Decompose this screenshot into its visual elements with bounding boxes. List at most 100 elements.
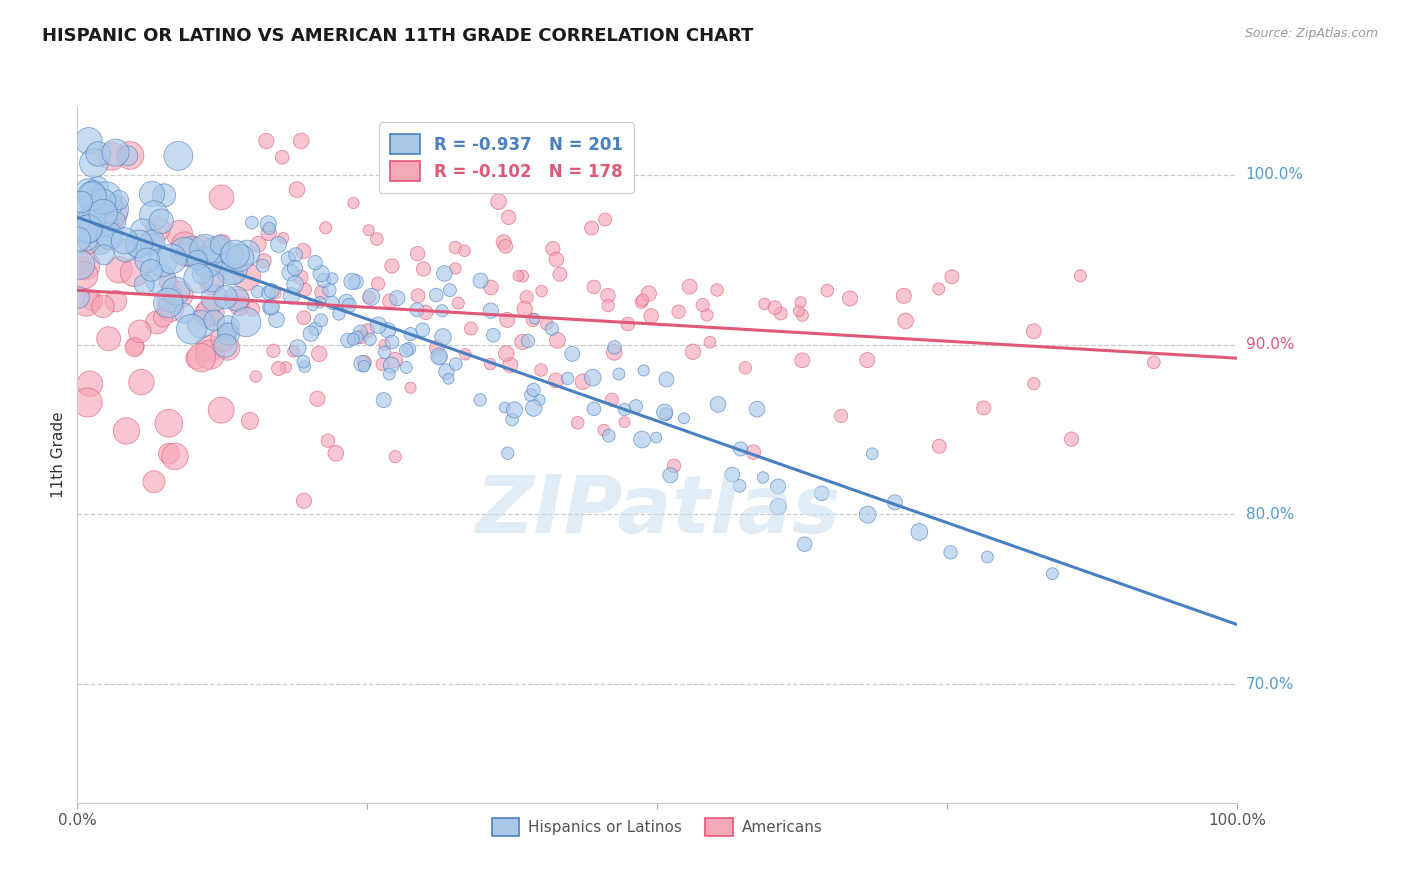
Point <box>631 293 654 308</box>
Point <box>598 428 620 442</box>
Point <box>103 202 125 217</box>
Point <box>224 247 246 261</box>
Point <box>406 289 429 303</box>
Point <box>357 291 380 305</box>
Point <box>378 294 401 309</box>
Point <box>353 359 375 374</box>
Point <box>359 332 381 346</box>
Text: ZIPatlas: ZIPatlas <box>475 472 839 549</box>
Point <box>186 351 208 366</box>
Point <box>117 149 139 163</box>
Legend: Hispanics or Latinos, Americans: Hispanics or Latinos, Americans <box>484 810 831 844</box>
Point <box>212 332 235 346</box>
Point <box>973 401 995 415</box>
Point <box>346 330 368 344</box>
Point <box>318 283 340 297</box>
Point <box>374 338 396 352</box>
Point <box>201 252 224 266</box>
Point <box>125 241 148 255</box>
Point <box>118 148 141 162</box>
Point <box>152 310 174 325</box>
Point <box>267 237 290 252</box>
Point <box>679 279 702 293</box>
Point <box>395 343 418 358</box>
Point <box>360 290 382 304</box>
Point <box>299 326 322 341</box>
Point <box>301 298 323 312</box>
Point <box>592 423 614 437</box>
Point <box>198 305 221 319</box>
Point <box>752 470 775 484</box>
Point <box>792 309 814 323</box>
Point <box>72 259 94 273</box>
Point <box>141 235 163 250</box>
Point <box>353 355 375 369</box>
Point <box>221 247 243 261</box>
Point <box>69 258 91 272</box>
Point <box>202 291 225 305</box>
Point <box>271 231 294 245</box>
Point <box>522 313 544 327</box>
Point <box>315 220 337 235</box>
Point <box>624 400 647 414</box>
Point <box>607 367 630 381</box>
Point <box>162 292 184 306</box>
Point <box>222 267 245 281</box>
Point <box>198 342 221 356</box>
Point <box>202 274 225 288</box>
Point <box>104 215 127 229</box>
Point <box>73 204 96 219</box>
Point <box>516 290 538 304</box>
Point <box>190 268 212 282</box>
Text: Source: ZipAtlas.com: Source: ZipAtlas.com <box>1244 27 1378 40</box>
Point <box>561 347 583 361</box>
Point <box>546 252 568 267</box>
Point <box>517 334 540 348</box>
Point <box>398 342 420 356</box>
Point <box>284 260 307 275</box>
Point <box>124 340 146 354</box>
Point <box>617 317 640 331</box>
Point <box>201 276 224 290</box>
Point <box>205 243 228 257</box>
Point <box>221 262 243 277</box>
Point <box>1060 432 1083 446</box>
Point <box>100 198 122 212</box>
Point <box>546 334 568 348</box>
Point <box>430 303 453 318</box>
Point <box>544 374 567 388</box>
Point <box>342 332 364 346</box>
Point <box>699 335 721 350</box>
Point <box>312 273 335 287</box>
Point <box>82 294 104 309</box>
Point <box>512 269 534 284</box>
Point <box>520 388 543 402</box>
Point <box>141 187 163 202</box>
Point <box>427 350 450 364</box>
Point <box>367 318 389 333</box>
Point <box>512 334 534 349</box>
Point <box>290 134 312 148</box>
Point <box>253 253 276 268</box>
Point <box>976 549 998 564</box>
Point <box>350 330 373 344</box>
Point <box>395 360 418 375</box>
Point <box>228 299 250 313</box>
Point <box>349 325 371 339</box>
Text: 80.0%: 80.0% <box>1246 507 1294 522</box>
Point <box>83 207 105 221</box>
Point <box>217 319 239 334</box>
Point <box>73 268 96 283</box>
Point <box>406 246 429 260</box>
Point <box>789 295 811 310</box>
Point <box>114 234 136 248</box>
Point <box>290 270 312 285</box>
Point <box>141 263 163 277</box>
Point <box>766 500 789 514</box>
Point <box>787 304 810 318</box>
Point <box>582 401 605 416</box>
Point <box>894 314 917 328</box>
Point <box>530 284 553 298</box>
Point <box>425 288 447 302</box>
Point <box>217 325 239 339</box>
